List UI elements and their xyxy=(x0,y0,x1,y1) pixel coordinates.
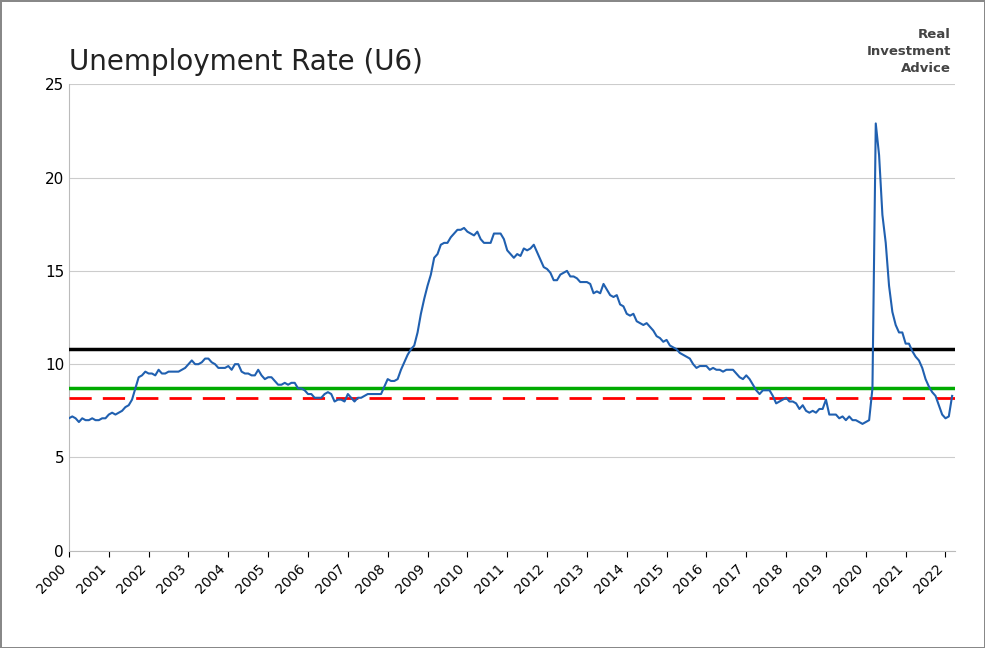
Text: Unemployment Rate (U6): Unemployment Rate (U6) xyxy=(69,49,423,76)
Text: Real
Investment
Advice: Real Investment Advice xyxy=(867,28,952,75)
Legend: Unemp. Rate (U3), Avg 2015-2019, Avg 2000-2019, Current: Unemp. Rate (U3), Avg 2015-2019, Avg 200… xyxy=(125,642,811,648)
